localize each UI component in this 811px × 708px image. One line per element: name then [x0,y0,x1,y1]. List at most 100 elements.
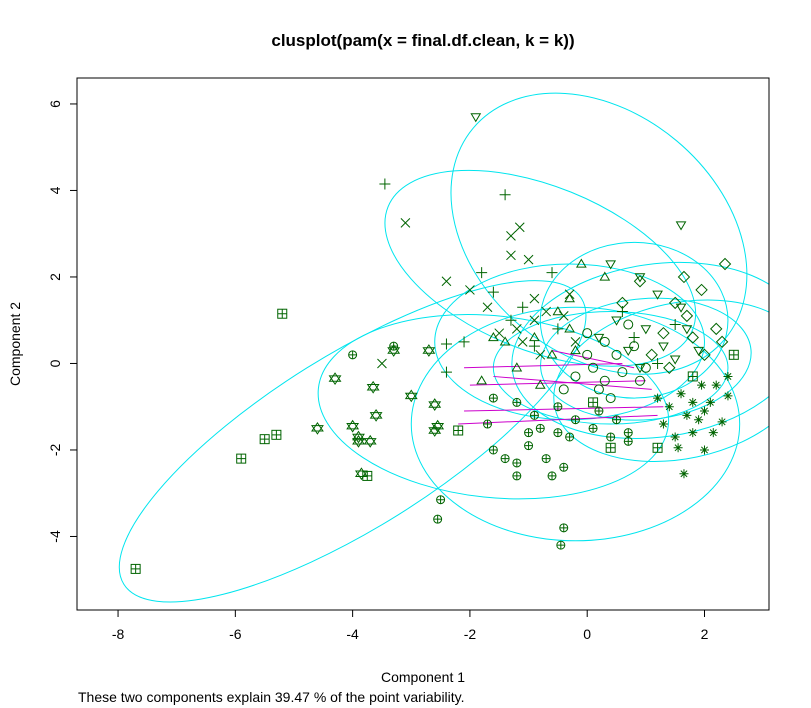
point-plus [379,178,391,190]
x-tick-label: -8 [112,626,125,642]
point-asterisk [688,428,698,438]
point-asterisk [723,391,733,401]
point-asterisk [705,397,715,407]
point-square-plus [271,429,282,440]
point-circle-plus [570,415,580,425]
point-triangle-down [693,346,705,356]
point-triangle-down [622,346,634,356]
point-diamond [680,309,694,323]
point-triangle-down [681,325,693,335]
x-tick-label: -2 [464,626,477,642]
point-circle-plus [389,341,399,351]
point-triangle-star [428,398,442,411]
point-triangle-star [404,389,418,403]
point-circle-plus [436,495,446,505]
cluster-ellipse [118,280,587,603]
point-triangle-down [675,303,687,313]
point-square-plus [605,442,616,453]
point-triangle [575,258,587,268]
point-circle-plus [623,428,633,438]
point-plus [499,189,511,201]
point-square-plus [259,434,270,445]
point-asterisk [711,380,721,390]
x-tick-label: 2 [701,626,709,642]
point-asterisk [676,389,686,399]
point-square-plus [728,349,739,360]
point-triangle-star [422,344,436,357]
point-triangle [529,332,540,342]
point-triangle [546,349,558,359]
point-plus [476,267,488,279]
x-tick-label: -4 [346,626,359,642]
point-triangle [511,362,523,372]
point-triangle-star [431,419,445,433]
cluster-ellipse [317,314,670,500]
point-circle-plus [488,393,498,403]
point-x [529,293,540,304]
point-x [377,358,387,369]
y-tick-label: 0 [47,359,63,367]
y-axis: -4 -2 0 2 4 6 [47,100,78,543]
point-circle-plus [547,471,557,481]
point-asterisk [670,432,680,442]
point-x [511,324,522,334]
point-asterisk [708,428,718,438]
point-diamond [695,283,708,297]
point-triangle [499,336,511,346]
point-diamond [657,326,670,340]
point-diamond [715,335,729,349]
cluster-link [551,349,635,369]
point-triangle-down [675,221,687,231]
point-layer [130,113,739,574]
ellipse-layer [118,92,769,603]
point-circle-plus [623,436,633,446]
point-triangle-down [470,113,482,123]
cluster-ellipse [492,311,729,425]
point-plus [546,267,558,279]
point-plus [487,286,499,298]
point-triangle [599,271,611,281]
point-diamond [668,296,682,310]
point-plus [669,319,681,331]
point-triangle-star [369,408,383,422]
y-tick-label: 2 [47,273,63,281]
point-x [506,250,516,261]
point-circle [570,371,581,382]
point-x [506,231,516,241]
point-x [441,276,452,287]
point-circle-plus [565,432,575,442]
point-plus [528,340,540,352]
point-circle [582,328,593,339]
point-triangle-star [363,434,377,448]
cluster-link [464,406,664,412]
point-circle [623,319,634,330]
point-triangle [564,293,575,303]
point-diamond [677,270,691,284]
point-plus [517,301,529,313]
point-circle-plus [559,462,569,472]
y-axis-label: Component 2 [7,302,23,386]
point-square-plus [588,397,599,408]
x-axis: -8 -6 -4 -2 0 2 [112,609,709,642]
cluster-ellipse [511,261,769,440]
point-x [494,328,505,339]
point-circle [582,349,593,360]
point-triangle [570,345,581,355]
point-circle [588,362,599,373]
point-circle-plus [541,454,551,464]
point-circle [629,341,640,352]
plot-frame [76,77,770,611]
point-x [535,349,546,360]
point-circle-plus [594,406,604,416]
point-triangle-star [354,467,368,481]
point-asterisk [699,445,709,455]
point-circle-plus [612,415,622,425]
point-diamond [710,322,723,336]
point-square-plus [362,470,373,481]
point-plus [652,357,664,369]
cluster-ellipse [434,263,705,421]
point-circle [599,375,610,386]
point-square-plus [236,453,247,464]
point-triangle-down [652,290,663,300]
